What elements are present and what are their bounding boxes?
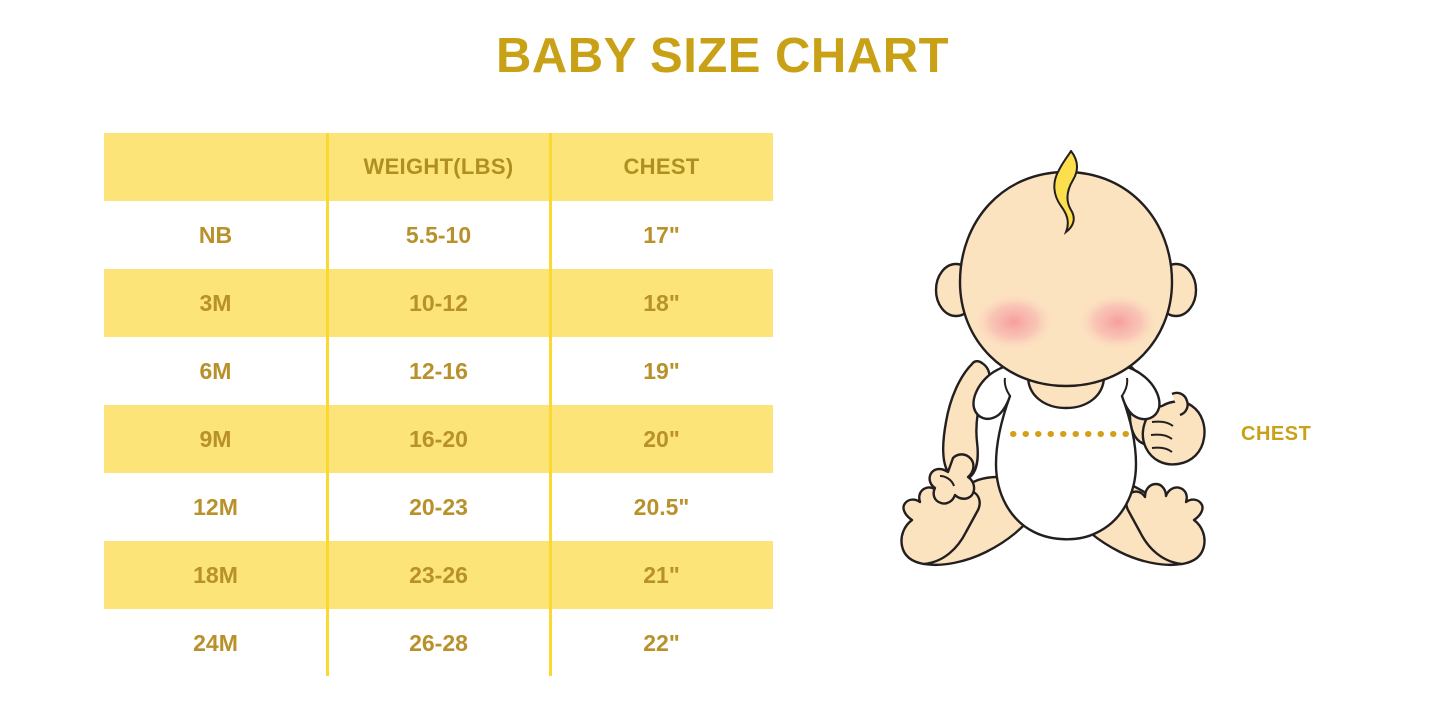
cell-chest: 20.5" [550,473,773,541]
cell-weight: 5.5-10 [327,201,550,269]
cell-size: 12M [104,473,327,541]
cheek-right [1076,292,1160,352]
baby-hair-curl [1053,150,1078,235]
table-row: 9M 16-20 20" [104,405,773,473]
column-divider-right [549,133,552,676]
baby-arms [928,356,1206,505]
table-row: 18M 23-26 21" [104,541,773,609]
column-divider-left [326,133,329,676]
cell-weight: 12-16 [327,337,550,405]
table-row: NB 5.5-10 17" [104,201,773,269]
chest-measure-label: CHEST [1241,423,1312,445]
cell-size: NB [104,201,327,269]
cell-chest: 20" [550,405,773,473]
size-chart-table: WEIGHT(LBS) CHEST NB 5.5-10 17" 3M 10-12… [104,133,773,677]
baby-onesie [972,358,1161,541]
cell-chest: 22" [550,609,773,677]
column-header-size [104,133,327,201]
table-row: 6M 12-16 19" [104,337,773,405]
table-row: 24M 26-28 22" [104,609,773,677]
cell-size: 3M [104,269,327,337]
cell-weight: 10-12 [327,269,550,337]
table-row: 3M 10-12 18" [104,269,773,337]
table-header-row: WEIGHT(LBS) CHEST [104,133,773,201]
table-row: 12M 20-23 20.5" [104,473,773,541]
cell-chest: 21" [550,541,773,609]
cell-chest: 19" [550,337,773,405]
cell-size: 9M [104,405,327,473]
cheek-left [972,292,1056,352]
cell-weight: 23-26 [327,541,550,609]
cell-chest: 18" [550,269,773,337]
baby-head [958,170,1174,388]
baby-illustration [880,150,1280,620]
cell-size: 24M [104,609,327,677]
cell-weight: 20-23 [327,473,550,541]
page-title: BABY SIZE CHART [495,29,950,83]
cell-size: 6M [104,337,327,405]
cell-weight: 16-20 [327,405,550,473]
cell-size: 18M [104,541,327,609]
cell-weight: 26-28 [327,609,550,677]
column-header-chest: CHEST [550,133,773,201]
cell-chest: 17" [550,201,773,269]
column-header-weight: WEIGHT(LBS) [327,133,550,201]
